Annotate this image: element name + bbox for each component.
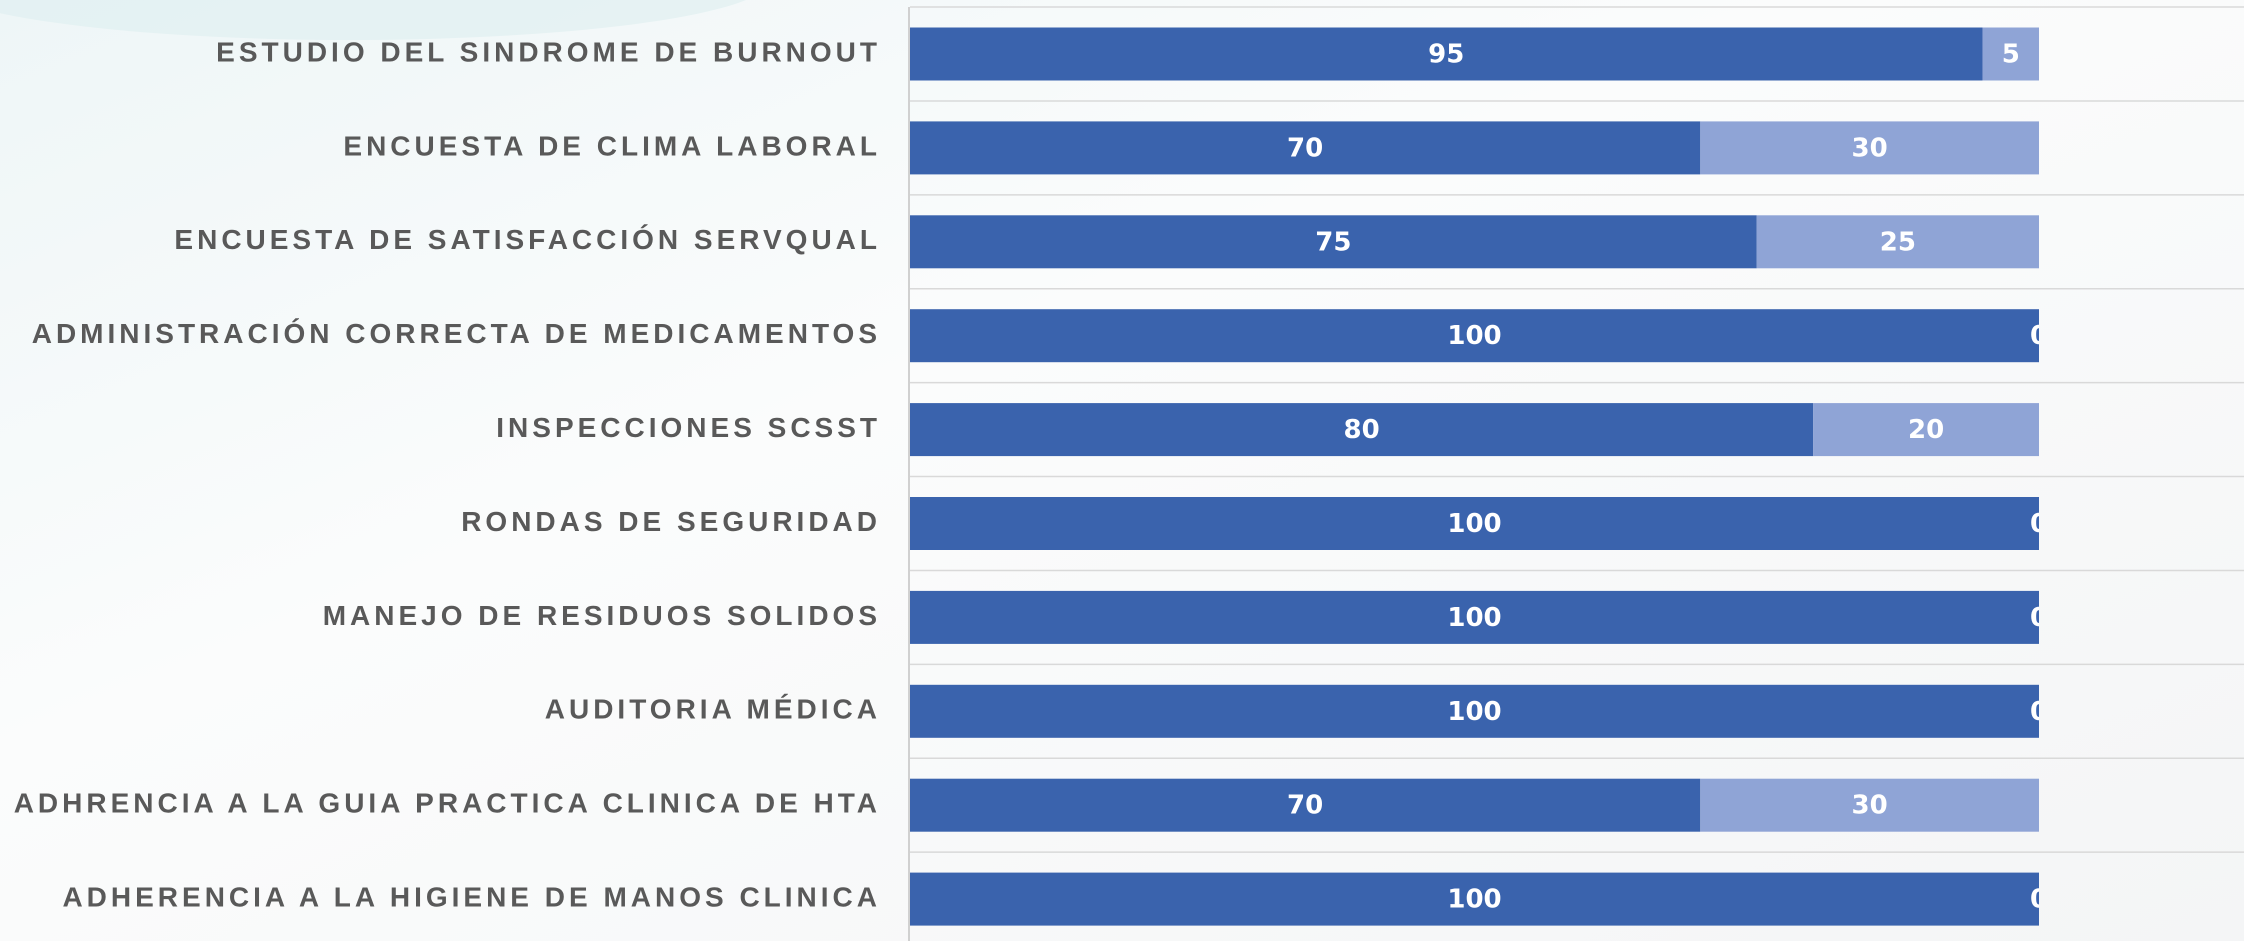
bar-segment xyxy=(910,497,2039,550)
data-label: 70 xyxy=(1287,791,1323,821)
category-label: ENCUESTA DE SATISFACCIÓN SERVQUAL xyxy=(174,224,881,255)
category-label: ADHERENCIA A LA HIGIENE DE MANOS CLINICA xyxy=(62,881,881,912)
bar-segment xyxy=(1813,403,2039,457)
bar-segment xyxy=(910,684,2039,738)
data-label: 100 xyxy=(1447,509,1501,539)
bar-segment xyxy=(910,778,1701,832)
bar-segment xyxy=(910,590,2039,644)
category-label: MANEJO DE RESIDUOS SOLIDOS xyxy=(323,600,881,631)
data-label: 25 xyxy=(1880,227,1916,257)
bar-segment xyxy=(910,215,1757,269)
data-label: 100 xyxy=(1447,603,1501,633)
bar-segment xyxy=(1756,215,2039,269)
bar-segment xyxy=(910,403,1814,457)
data-label: 80 xyxy=(1344,415,1380,445)
data-label: 75 xyxy=(1315,227,1351,257)
category-label: ENCUESTA DE CLIMA LABORAL xyxy=(343,130,881,161)
bar-segment xyxy=(1700,121,2039,175)
data-label: 0 xyxy=(2030,509,2048,539)
category-label: INSPECCIONES SCSST xyxy=(496,412,881,443)
data-label: 0 xyxy=(2030,603,2048,633)
category-label: AUDITORIA MÉDICA xyxy=(545,694,881,725)
data-label: 95 xyxy=(1428,40,1464,70)
data-label: 100 xyxy=(1447,885,1501,915)
bar-segment xyxy=(1700,778,2039,832)
category-label: ADHRENCIA A LA GUIA PRACTICA CLINICA DE … xyxy=(14,788,881,819)
data-label: 0 xyxy=(2030,321,2048,351)
bar-segment xyxy=(910,121,1701,175)
bar-segment xyxy=(910,27,1983,81)
data-label: 0 xyxy=(2030,697,2048,727)
data-label: 0 xyxy=(2030,885,2048,915)
bar-segment xyxy=(910,872,2039,926)
bar-segment xyxy=(910,309,2039,363)
data-label: 70 xyxy=(1287,133,1323,163)
decoration xyxy=(0,0,746,40)
bar-segment xyxy=(1982,27,2039,81)
category-label: ADMINISTRACIÓN CORRECTA DE MEDICAMENTOS xyxy=(32,318,881,349)
data-label: 30 xyxy=(1852,133,1888,163)
category-label: RONDAS DE SEGURIDAD xyxy=(461,506,881,537)
data-label: 30 xyxy=(1852,791,1888,821)
data-label: 100 xyxy=(1447,697,1501,727)
category-label: ESTUDIO DEL SINDROME DE BURNOUT xyxy=(216,36,881,67)
data-label: 100 xyxy=(1447,321,1501,351)
data-label: 5 xyxy=(2002,40,2020,70)
data-label: 20 xyxy=(1908,415,1944,445)
